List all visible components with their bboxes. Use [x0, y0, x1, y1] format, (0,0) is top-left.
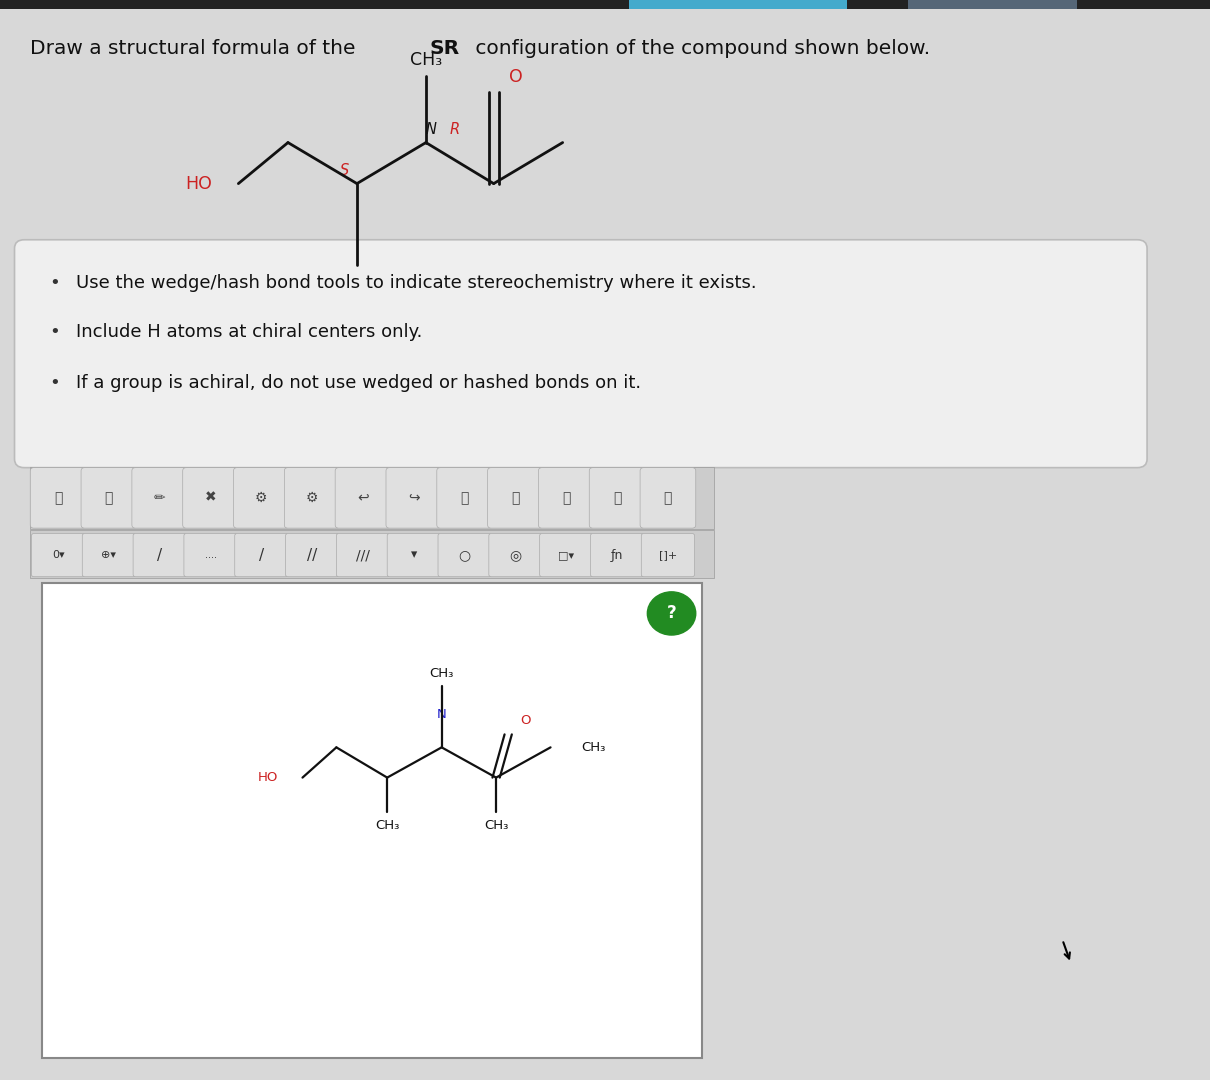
FancyBboxPatch shape: [184, 534, 237, 577]
FancyBboxPatch shape: [133, 534, 186, 577]
Text: CH₃: CH₃: [410, 51, 442, 69]
Text: ///: ///: [356, 549, 370, 562]
Text: []+: []+: [658, 550, 678, 561]
Text: /: /: [157, 548, 162, 563]
Bar: [30, 467, 714, 529]
FancyBboxPatch shape: [386, 468, 442, 528]
FancyBboxPatch shape: [15, 240, 1147, 468]
FancyBboxPatch shape: [589, 468, 645, 528]
FancyBboxPatch shape: [183, 468, 238, 528]
Text: ✖: ✖: [204, 491, 217, 504]
FancyBboxPatch shape: [81, 468, 137, 528]
Text: 🎨: 🎨: [664, 491, 672, 504]
Text: •: •: [50, 274, 59, 292]
FancyBboxPatch shape: [590, 534, 644, 577]
Bar: [629, 0, 847, 9]
FancyBboxPatch shape: [540, 534, 593, 577]
Text: ↩: ↩: [357, 491, 369, 504]
Text: 0▾: 0▾: [52, 550, 64, 561]
FancyBboxPatch shape: [132, 468, 188, 528]
Text: ○: ○: [459, 549, 471, 562]
Text: ?: ?: [667, 605, 676, 622]
FancyBboxPatch shape: [335, 468, 391, 528]
FancyBboxPatch shape: [82, 534, 136, 577]
Text: ⚙: ⚙: [306, 491, 318, 504]
Text: Draw a structural formula of the: Draw a structural formula of the: [30, 39, 362, 58]
Text: CH₃: CH₃: [375, 819, 399, 832]
FancyBboxPatch shape: [284, 468, 340, 528]
FancyBboxPatch shape: [437, 468, 492, 528]
FancyBboxPatch shape: [387, 534, 440, 577]
Text: CH₃: CH₃: [484, 819, 508, 832]
Text: configuration of the compound shown below.: configuration of the compound shown belo…: [469, 39, 930, 58]
Text: O: O: [520, 714, 530, 727]
Bar: [908, 0, 1077, 9]
Text: ⚙: ⚙: [255, 491, 267, 504]
Bar: [30, 530, 714, 578]
Text: R: R: [450, 122, 460, 137]
FancyBboxPatch shape: [234, 468, 289, 528]
Text: O: O: [508, 68, 523, 86]
FancyBboxPatch shape: [31, 534, 85, 577]
Text: N: N: [437, 708, 446, 721]
FancyBboxPatch shape: [336, 534, 390, 577]
Text: ƒn: ƒn: [611, 549, 623, 562]
Text: □▾: □▾: [558, 550, 575, 561]
Text: ✋: ✋: [54, 491, 62, 504]
Text: •: •: [50, 323, 59, 340]
FancyBboxPatch shape: [286, 534, 339, 577]
Text: //: //: [307, 548, 317, 563]
Bar: [42, 583, 702, 1058]
Text: ....: ....: [204, 550, 217, 561]
Text: •: •: [50, 375, 59, 392]
Text: 🔆: 🔆: [461, 491, 468, 504]
Text: 🔍: 🔍: [563, 491, 570, 504]
Text: ✏: ✏: [154, 491, 166, 504]
Text: ◎: ◎: [509, 549, 522, 562]
Text: Include H atoms at chiral centers only.: Include H atoms at chiral centers only.: [76, 323, 422, 340]
Text: ⊕▾: ⊕▾: [102, 550, 116, 561]
Text: S: S: [340, 163, 350, 178]
FancyBboxPatch shape: [235, 534, 288, 577]
Text: N: N: [425, 122, 437, 137]
Text: CH₃: CH₃: [430, 667, 454, 680]
Text: HO: HO: [185, 175, 212, 192]
Text: SR: SR: [430, 39, 460, 58]
Text: /: /: [259, 548, 264, 563]
Text: HO: HO: [258, 771, 278, 784]
FancyBboxPatch shape: [488, 468, 543, 528]
FancyBboxPatch shape: [30, 468, 86, 528]
Text: If a group is achiral, do not use wedged or hashed bonds on it.: If a group is achiral, do not use wedged…: [76, 375, 641, 392]
FancyBboxPatch shape: [538, 468, 594, 528]
Text: CH₃: CH₃: [581, 741, 605, 754]
FancyBboxPatch shape: [489, 534, 542, 577]
Text: ↪: ↪: [408, 491, 420, 504]
Text: 📋: 📋: [512, 491, 519, 504]
Text: ▾: ▾: [410, 549, 417, 562]
FancyBboxPatch shape: [641, 534, 695, 577]
Circle shape: [647, 592, 696, 635]
Text: 📌: 📌: [105, 491, 113, 504]
FancyBboxPatch shape: [438, 534, 491, 577]
Text: 🔍: 🔍: [613, 491, 621, 504]
FancyBboxPatch shape: [640, 468, 696, 528]
Bar: [0, 0, 1210, 9]
Text: Use the wedge/hash bond tools to indicate stereochemistry where it exists.: Use the wedge/hash bond tools to indicat…: [76, 274, 757, 292]
